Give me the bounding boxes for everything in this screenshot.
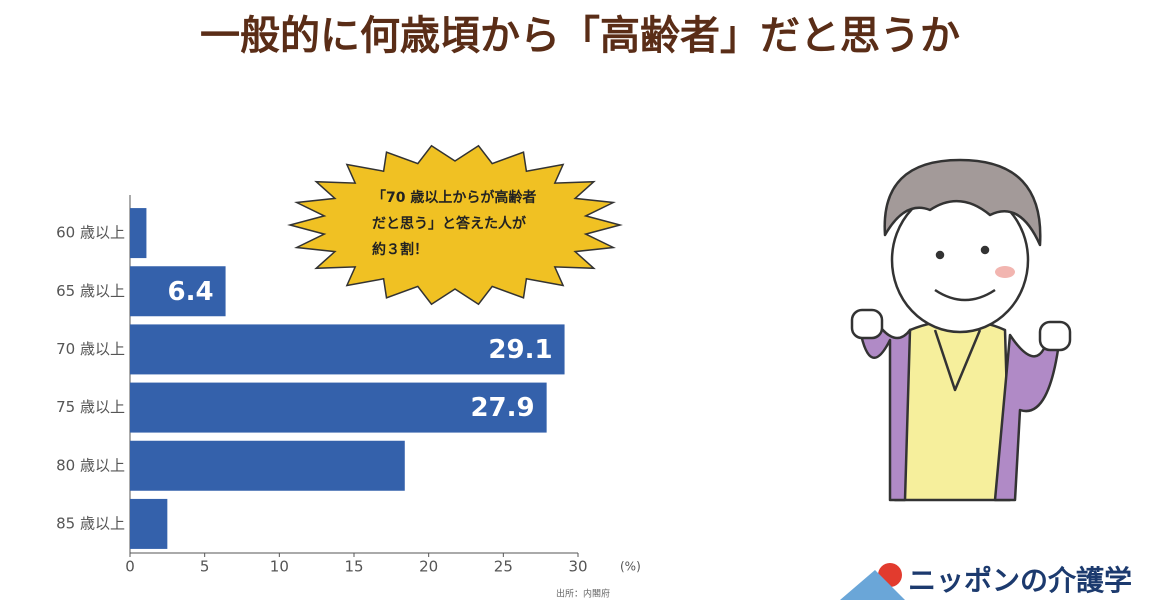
source: 出所：内閣府 <box>556 588 610 600</box>
bar <box>130 498 168 549</box>
value-label: 27.9 <box>470 393 534 423</box>
callout-text: 約３割！ <box>372 241 428 258</box>
illustration <box>850 158 1072 502</box>
x-tick-label: 10 <box>270 558 289 576</box>
value-label: 6.4 <box>168 277 214 307</box>
bar <box>130 382 547 433</box>
x-tick-label: 15 <box>344 558 363 576</box>
x-tick-label: 0 <box>125 558 135 576</box>
x-axis-unit: (%) <box>620 560 641 574</box>
y-tick-label: 75 歳以上 <box>56 398 125 416</box>
x-tick-label: 20 <box>419 558 438 576</box>
logo-text: ニッポンの介護学 <box>908 564 1132 597</box>
callout-burst <box>287 144 623 306</box>
x-tick-label: 5 <box>200 558 210 576</box>
x-tick-label: 30 <box>568 558 587 576</box>
x-tick-label: 25 <box>494 558 513 576</box>
logo: ニッポンの介護学 <box>840 563 1132 600</box>
y-tick-label: 60 歳以上 <box>56 224 125 242</box>
bar <box>130 440 405 491</box>
callout-text: だと思う」と答えた人が <box>372 215 527 232</box>
bar <box>130 266 226 317</box>
y-tick-label: 85 歳以上 <box>56 514 125 532</box>
chart-title: 一般的に何歳頃から「高齢者」だと思うか <box>200 13 960 59</box>
callout-text: 「70 歳以上からが高齢者 <box>372 189 536 206</box>
value-label: 29.1 <box>488 335 552 365</box>
y-tick-label: 65 歳以上 <box>56 282 125 300</box>
y-tick-label: 80 歳以上 <box>56 456 125 474</box>
bar <box>130 324 565 375</box>
bar <box>130 208 147 259</box>
y-tick-label: 70 歳以上 <box>56 340 125 358</box>
